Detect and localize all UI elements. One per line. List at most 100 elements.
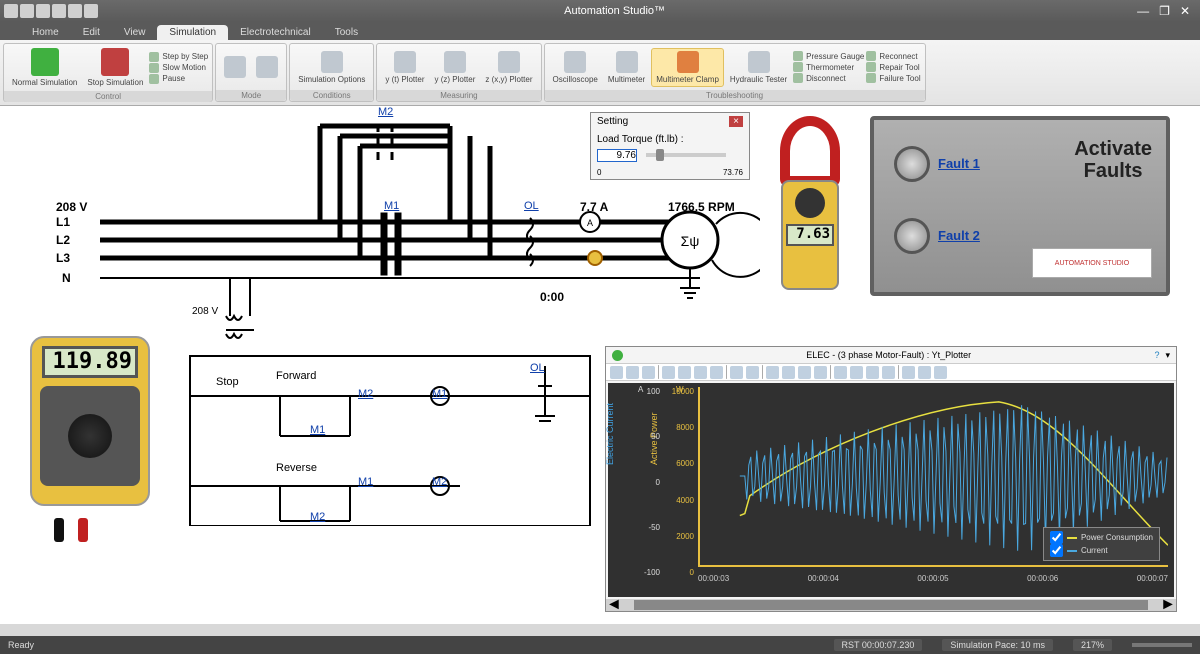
line-n: N <box>62 271 71 285</box>
plotter-chart[interactable]: Electric Current Active Power A W 100500… <box>608 383 1174 597</box>
tab-home[interactable]: Home <box>20 25 71 40</box>
qat-icon[interactable] <box>20 4 34 18</box>
multimeter-button[interactable]: Multimeter <box>604 49 649 86</box>
tool-icon[interactable] <box>642 366 655 379</box>
m1-ctrl[interactable]: M1 <box>432 388 447 400</box>
probe-red[interactable] <box>78 518 88 542</box>
setting-dialog[interactable]: Setting× Load Torque (ft.lb) : 073.76 <box>590 112 750 180</box>
workspace-canvas[interactable]: A Σψ 208 V L1 L2 L3 N M2 M1 OL 7.7 A 176… <box>0 106 1200 636</box>
ribbon-tabs: Home Edit View Simulation Electrotechnic… <box>0 22 1200 40</box>
ol-ctrl[interactable]: OL <box>530 362 545 374</box>
clamp-meter[interactable]: 7.63 <box>770 116 850 306</box>
reconnect-button[interactable]: Reconnect <box>866 51 920 61</box>
probe-black[interactable] <box>54 518 64 542</box>
tool-icon[interactable] <box>766 366 779 379</box>
qat-icon[interactable] <box>84 4 98 18</box>
tool-icon[interactable] <box>610 366 623 379</box>
tab-edit[interactable]: Edit <box>71 25 112 40</box>
clamp-dial[interactable] <box>795 188 825 218</box>
zoom-slider[interactable] <box>1132 643 1192 647</box>
hydraulic-tester-button[interactable]: Hydraulic Tester <box>726 49 791 86</box>
m2-aux[interactable]: M2 <box>310 511 325 523</box>
legend-check-power[interactable] <box>1050 531 1063 544</box>
tool-icon[interactable] <box>834 366 847 379</box>
tool-icon[interactable] <box>902 366 915 379</box>
tool-icon[interactable] <box>678 366 691 379</box>
mode-button[interactable] <box>220 54 250 80</box>
x-ticks: 00:00:0300:00:0400:00:0500:00:0600:00:07 <box>698 574 1168 583</box>
tool-icon[interactable] <box>882 366 895 379</box>
chevron-down-icon[interactable]: ▾ <box>1165 350 1170 361</box>
fault-1-label[interactable]: Fault 1 <box>938 156 980 171</box>
control-options: Step by Step Slow Motion Pause <box>149 52 208 84</box>
thermometer-button[interactable]: Thermometer <box>793 62 864 72</box>
status-zoom[interactable]: 217% <box>1073 639 1112 651</box>
m1-label[interactable]: M1 <box>384 200 399 212</box>
zxy-plotter-button[interactable]: z (x,y) Plotter <box>481 49 536 86</box>
tool-icon[interactable] <box>746 366 759 379</box>
fault-2-label[interactable]: Fault 2 <box>938 228 980 243</box>
slow-motion-button[interactable]: Slow Motion <box>149 63 208 73</box>
tool-icon[interactable] <box>710 366 723 379</box>
ol-label[interactable]: OL <box>524 200 539 212</box>
plotter-scrollbar[interactable]: ◄► <box>606 599 1176 611</box>
close-icon[interactable]: × <box>729 116 743 127</box>
tool-icon[interactable] <box>798 366 811 379</box>
qat-icon[interactable] <box>68 4 82 18</box>
m2-ctrl2[interactable]: M2 <box>432 476 447 488</box>
yt-plotter-button[interactable]: y (t) Plotter <box>381 49 428 86</box>
m2-ctrl[interactable]: M2 <box>358 388 373 400</box>
qat-icon[interactable] <box>36 4 50 18</box>
step-by-step-button[interactable]: Step by Step <box>149 52 208 62</box>
multimeter-clamp-button[interactable]: Multimeter Clamp <box>651 48 724 87</box>
yz-plotter-button[interactable]: y (z) Plotter <box>430 49 479 86</box>
disconnect-button[interactable]: Disconnect <box>793 73 864 83</box>
tool-icon[interactable] <box>626 366 639 379</box>
qat-icon[interactable] <box>4 4 18 18</box>
tool-icon[interactable] <box>918 366 931 379</box>
svg-text:A: A <box>587 218 593 228</box>
pause-button[interactable]: Pause <box>149 74 208 84</box>
tab-simulation[interactable]: Simulation <box>157 25 228 40</box>
help-icon[interactable]: ? <box>1154 350 1159 360</box>
workspace-scrollbar[interactable] <box>0 624 1200 636</box>
tab-electrotechnical[interactable]: Electrotechnical <box>228 25 323 40</box>
mode-button[interactable] <box>252 54 282 80</box>
multimeter[interactable]: 119.89 <box>30 336 160 526</box>
simulation-options-button[interactable]: Simulation Options <box>294 49 369 86</box>
tool-icon[interactable] <box>730 366 743 379</box>
tool-icon[interactable] <box>866 366 879 379</box>
normal-simulation-button[interactable]: Normal Simulation <box>8 46 81 89</box>
minimize-button[interactable]: — <box>1137 4 1149 18</box>
torque-input[interactable] <box>597 149 637 162</box>
maximize-button[interactable]: ❐ <box>1159 4 1170 18</box>
legend-check-current[interactable] <box>1050 544 1063 557</box>
fault-switch-2[interactable] <box>894 218 930 254</box>
multimeter-knob[interactable] <box>68 414 112 458</box>
torque-slider[interactable] <box>646 153 726 157</box>
ribbon-group-conditions: Simulation Options Conditions <box>289 43 374 102</box>
m2-label[interactable]: M2 <box>378 106 393 118</box>
tab-view[interactable]: View <box>112 25 158 40</box>
qat-icon[interactable] <box>52 4 66 18</box>
tool-icon[interactable] <box>934 366 947 379</box>
oscilloscope-button[interactable]: Oscilloscope <box>549 49 602 86</box>
stop-simulation-button[interactable]: Stop Simulation <box>83 46 147 89</box>
m1-aux[interactable]: M1 <box>310 424 325 436</box>
stop-label: Stop <box>216 376 239 388</box>
tool-icon[interactable] <box>814 366 827 379</box>
tool-icon[interactable] <box>662 366 675 379</box>
repair-tool-button[interactable]: Repair Tool <box>866 62 920 72</box>
torque-max: 73.76 <box>723 168 743 177</box>
tool-icon[interactable] <box>694 366 707 379</box>
close-button[interactable]: ✕ <box>1180 4 1190 18</box>
tool-icon[interactable] <box>850 366 863 379</box>
tool-icon[interactable] <box>782 366 795 379</box>
m1-ctrl2[interactable]: M1 <box>358 476 373 488</box>
fault-switch-1[interactable] <box>894 146 930 182</box>
fault-panel-title: ActivateFaults <box>1074 138 1152 182</box>
tab-tools[interactable]: Tools <box>323 25 370 40</box>
failure-tool-button[interactable]: Failure Tool <box>866 73 920 83</box>
pressure-gauge-button[interactable]: Pressure Gauge <box>793 51 864 61</box>
plotter-power-icon[interactable] <box>612 350 623 361</box>
